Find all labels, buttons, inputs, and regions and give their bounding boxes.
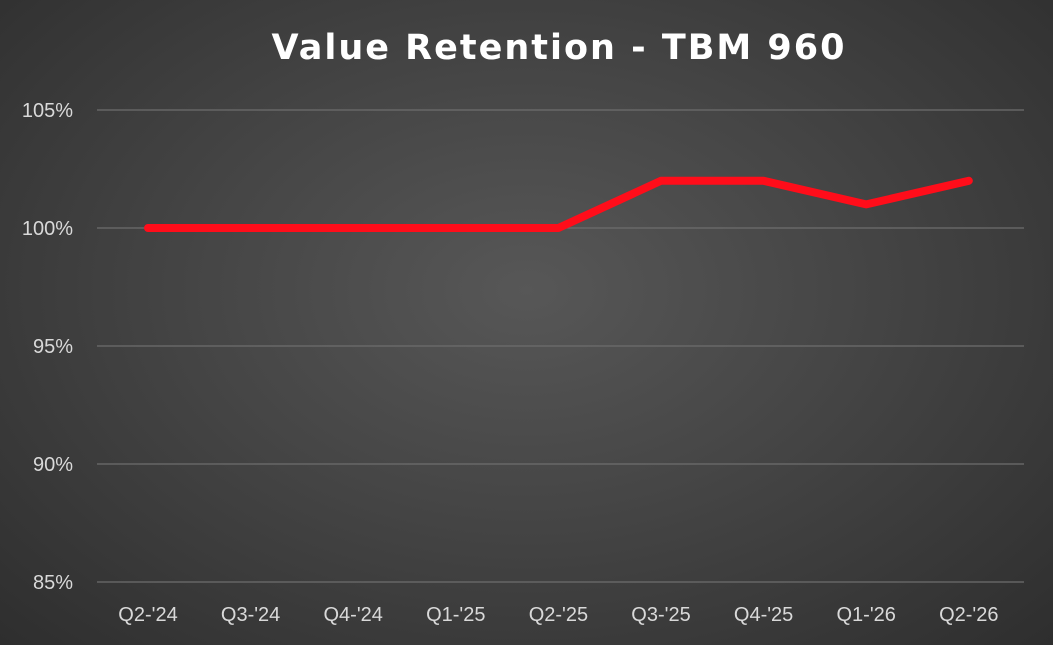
chart-title: Value Retention - TBM 960 [271,28,847,68]
x-tick-label: Q1-'26 [836,604,895,626]
y-tick-label: 105% [22,100,73,122]
y-tick-label: 90% [33,454,73,476]
x-tick-label: Q2-'25 [529,604,588,626]
y-tick-label: 95% [33,336,73,358]
x-tick-label: Q2-'24 [118,604,177,626]
y-tick-label: 85% [33,572,73,594]
x-tick-label: Q1-'25 [426,604,485,626]
x-axis-tick-labels: Q2-'24 Q3-'24 Q4-'24 Q1-'25 Q2-'25 Q3-'25 Q4-'… [118,604,998,626]
y-tick-label: 100% [22,218,73,240]
x-tick-label: Q4-'25 [734,604,793,626]
series-layer [144,176,973,232]
x-tick-label: Q3-'25 [631,604,690,626]
x-tick-label: Q2-'26 [939,604,998,626]
gridlines [97,109,1024,583]
x-tick-label: Q4-'24 [323,604,382,626]
x-tick-label: Q3-'24 [221,604,280,626]
series-line [144,176,973,232]
y-axis-tick-labels: 105% 100% 95% 90% 85% [22,100,73,594]
